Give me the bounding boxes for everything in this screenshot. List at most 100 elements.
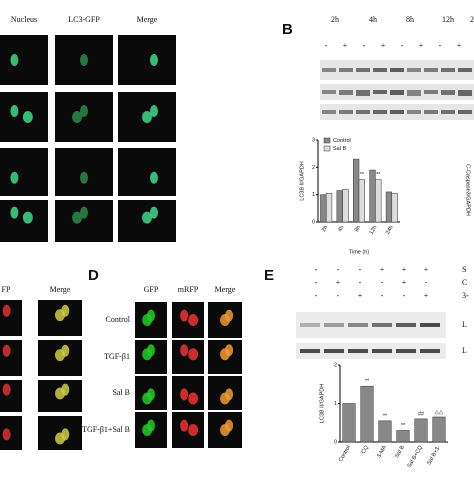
cell <box>55 387 65 400</box>
cell <box>142 314 153 326</box>
blot-label: L <box>462 320 467 329</box>
cell <box>149 105 158 117</box>
cell <box>22 111 33 123</box>
column-header: LC3-GFP <box>68 15 100 24</box>
sign: - <box>337 291 340 300</box>
panel-label: B <box>282 21 293 38</box>
cell <box>188 392 199 405</box>
band <box>390 90 404 95</box>
cell <box>188 348 199 361</box>
cell <box>80 171 88 184</box>
band <box>324 323 344 327</box>
cell <box>188 424 199 436</box>
band <box>424 68 438 72</box>
annotation: ** <box>401 423 406 429</box>
cell <box>10 171 19 184</box>
legend-swatch <box>323 145 331 152</box>
sign: + <box>343 41 348 50</box>
cell <box>149 171 158 184</box>
band <box>458 110 472 114</box>
cell <box>220 392 230 405</box>
cell <box>72 111 83 123</box>
annotation: ** <box>365 379 370 385</box>
micrograph <box>118 148 176 196</box>
x-tick-label: 8h <box>354 225 362 233</box>
bar <box>396 430 410 443</box>
sign: - <box>359 278 362 287</box>
sign: + <box>380 265 385 274</box>
annotation: ** <box>376 172 381 178</box>
cell <box>142 348 153 361</box>
column-header: Nucleus <box>11 15 37 24</box>
legend-swatch <box>323 137 331 144</box>
panel-label: E <box>264 267 274 284</box>
sign: + <box>424 265 429 274</box>
cell <box>180 419 189 432</box>
cell <box>149 206 158 219</box>
cell <box>80 105 88 117</box>
x-tick-label: 3-MA <box>376 444 388 459</box>
sign: - <box>425 278 428 287</box>
band <box>300 323 320 327</box>
side-label: C-Caspase3/GAPDH <box>465 164 471 216</box>
y-tick-label: 2 <box>334 362 337 368</box>
annotation: ** <box>360 172 365 178</box>
legend-label: Sal B <box>333 146 346 152</box>
x-tick-label: Control <box>338 445 352 463</box>
cell <box>149 54 158 66</box>
time-label: 4h <box>369 15 377 24</box>
y-axis-label: LC3B II/GAPDH <box>299 161 305 200</box>
micrograph <box>0 148 48 196</box>
band <box>420 323 440 327</box>
cell <box>72 211 83 224</box>
band <box>300 349 320 353</box>
band <box>420 349 440 353</box>
micrograph <box>0 300 22 336</box>
time-label: 2 <box>470 15 474 24</box>
sign: + <box>358 291 363 300</box>
sign: - <box>363 41 366 50</box>
sign: - <box>439 41 442 50</box>
bar <box>375 179 382 223</box>
x-tick-label: 2h <box>321 225 329 233</box>
micrograph <box>55 200 113 242</box>
sign: - <box>315 278 318 287</box>
row-label: 3- <box>462 291 469 300</box>
micrograph <box>118 35 176 85</box>
column-header: Merge <box>50 285 71 294</box>
cell <box>2 304 11 317</box>
cell <box>2 344 11 357</box>
column-header: mRFP <box>178 285 199 294</box>
band <box>407 90 421 96</box>
sign: - <box>337 265 340 274</box>
cell <box>142 424 153 436</box>
bar <box>353 158 360 223</box>
row-label: S <box>462 265 466 274</box>
sign: - <box>315 265 318 274</box>
bar <box>325 193 333 223</box>
y-axis-label: LC3B II/GAPDH <box>319 384 325 423</box>
row-label: TGF-β1 <box>104 352 130 361</box>
y-tick-label: 3 <box>312 137 315 143</box>
cell <box>55 309 65 322</box>
cell <box>10 105 19 117</box>
band <box>390 68 404 72</box>
sign: + <box>402 265 407 274</box>
annotation: ** <box>383 413 388 419</box>
band <box>458 68 472 72</box>
sign: - <box>359 265 362 274</box>
band <box>356 110 370 114</box>
band <box>356 90 370 96</box>
blot <box>296 343 446 359</box>
bar <box>336 190 343 223</box>
bar <box>358 179 365 223</box>
cell <box>80 54 88 66</box>
band <box>441 68 455 72</box>
y-tick-label: 0 <box>312 219 315 225</box>
cell <box>22 211 33 224</box>
cell <box>2 428 11 441</box>
y-tick-label: 2 <box>312 165 315 171</box>
sign: + <box>424 291 429 300</box>
band <box>458 90 472 96</box>
